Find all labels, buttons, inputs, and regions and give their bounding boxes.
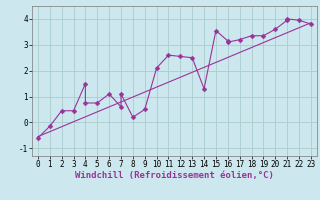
X-axis label: Windchill (Refroidissement éolien,°C): Windchill (Refroidissement éolien,°C) [75,171,274,180]
